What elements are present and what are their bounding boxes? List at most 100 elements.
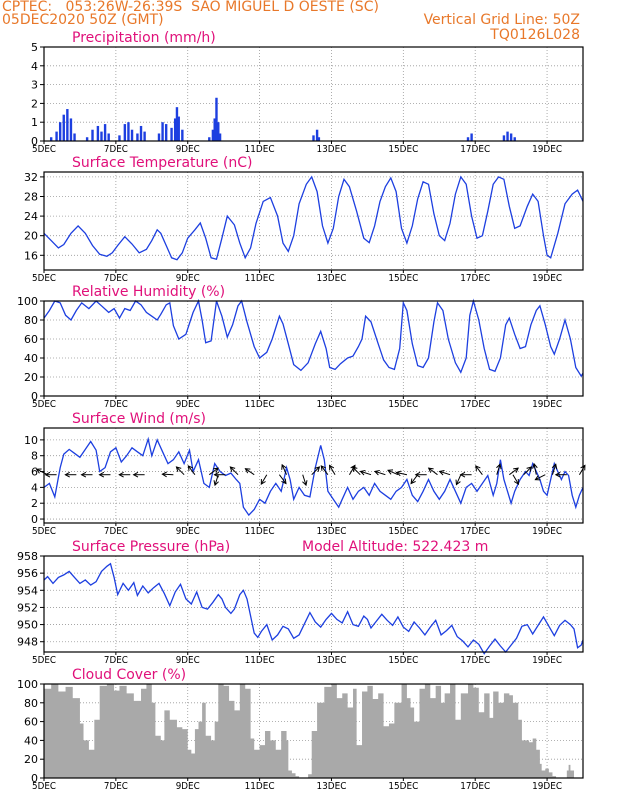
pressure-xtick-label: 9DEC bbox=[176, 655, 200, 666]
cloud-cover-xtick-label: 7DEC bbox=[104, 781, 128, 792]
pressure-ytick-label: 956 bbox=[17, 567, 38, 580]
pressure-title: Surface Pressure (hPa) bbox=[72, 539, 230, 555]
wind-line bbox=[43, 436, 584, 517]
wind-arrow bbox=[410, 474, 419, 484]
wind-ytick-label: 8 bbox=[31, 450, 38, 463]
precipitation-bar bbox=[470, 133, 473, 141]
pressure-xtick-label: 13DEC bbox=[316, 655, 346, 666]
header-model-id: TQ0126L028 bbox=[490, 27, 580, 43]
precipitation-xtick-label: 15DEC bbox=[388, 144, 418, 155]
precipitation-bar bbox=[173, 118, 177, 141]
precipitation-bar bbox=[73, 133, 76, 141]
cloud-cover-ytick-label: 0 bbox=[31, 772, 38, 785]
wind-arrow-head bbox=[359, 469, 366, 476]
temperature-xtick-label: 13DEC bbox=[316, 273, 346, 284]
temperature-xtick-label: 19DEC bbox=[532, 273, 562, 284]
precipitation-bar bbox=[466, 137, 470, 141]
precipitation-bar bbox=[127, 122, 130, 141]
precipitation-bar bbox=[161, 122, 164, 141]
pressure-ytick-label: 948 bbox=[17, 636, 38, 649]
precipitation-ytick-label: 4 bbox=[31, 60, 38, 73]
precipitation-xtick-label: 9DEC bbox=[176, 144, 200, 155]
wind-arrow bbox=[578, 465, 586, 475]
wind-arrow-head bbox=[532, 462, 538, 469]
wind-ytick-label: 0 bbox=[31, 513, 38, 526]
wind-arrow bbox=[311, 466, 320, 476]
pressure-xtick-label: 17DEC bbox=[460, 655, 490, 666]
precipitation-xtick-label: 17DEC bbox=[460, 144, 490, 155]
pressure-panel bbox=[40, 555, 584, 655]
cloud-cover-panel bbox=[40, 683, 584, 781]
wind-arrow bbox=[208, 467, 219, 476]
wind-arrow-head bbox=[118, 471, 124, 478]
wind-arrow-head bbox=[213, 480, 219, 487]
wind-arrow bbox=[533, 463, 537, 475]
precipitation-bar bbox=[136, 133, 139, 141]
wind-arrow-head bbox=[373, 469, 380, 476]
wind-arrow bbox=[187, 465, 196, 476]
wind-title: Surface Wind (m/s) bbox=[72, 411, 206, 427]
precipitation-bar bbox=[317, 137, 321, 141]
wind-xtick-label: 7DEC bbox=[104, 526, 128, 537]
wind-arrow-head bbox=[526, 466, 533, 472]
header-run-time: 05DEC2020 50Z (GMT) bbox=[2, 12, 164, 28]
pressure-xtick-label: 5DEC bbox=[32, 655, 56, 666]
wind-ytick-label: 4 bbox=[31, 481, 38, 494]
precipitation-xtick-label: 13DEC bbox=[316, 144, 346, 155]
wind-arrow bbox=[260, 474, 268, 485]
cloud-cover-area bbox=[44, 684, 583, 778]
wind-arrow bbox=[302, 474, 307, 486]
pressure-xtick-label: 11DEC bbox=[245, 655, 275, 666]
wind-arrow-head bbox=[281, 478, 287, 485]
temperature-xtick-label: 9DEC bbox=[176, 273, 200, 284]
wind-arrow-head bbox=[554, 471, 561, 478]
wind-arrow-head bbox=[513, 479, 519, 485]
humidity-xtick-label: 9DEC bbox=[176, 399, 200, 410]
pressure-xtick-label: 15DEC bbox=[388, 655, 418, 666]
cloud-cover-ytick-label: 60 bbox=[24, 716, 38, 729]
wind-arrow-head bbox=[314, 466, 321, 472]
wind-arrow bbox=[320, 465, 329, 476]
temperature-line bbox=[43, 175, 584, 261]
precipitation-ytick-label: 0 bbox=[31, 135, 38, 148]
wind-arrow bbox=[535, 474, 546, 481]
temperature-ytick-label: 28 bbox=[24, 191, 38, 204]
wind-xtick-label: 17DEC bbox=[460, 526, 490, 537]
wind-arrow-head bbox=[229, 466, 236, 472]
pressure-ytick-label: 952 bbox=[17, 601, 38, 614]
cloud-cover-title: Cloud Cover (%) bbox=[72, 667, 186, 683]
wind-arrow-head bbox=[244, 468, 251, 474]
precipitation-bar bbox=[208, 137, 211, 141]
wind-arrow-head bbox=[187, 465, 194, 471]
cloud-cover-ytick-label: 40 bbox=[24, 734, 38, 747]
wind-ytick-label: 10 bbox=[24, 434, 38, 447]
wind-arrow-head bbox=[175, 466, 182, 472]
precipitation-ytick-label: 5 bbox=[31, 41, 38, 54]
precipitation-bar bbox=[58, 122, 62, 141]
temperature-ytick-label: 16 bbox=[24, 249, 38, 262]
precipitation-bar bbox=[215, 97, 218, 141]
wind-xtick-label: 13DEC bbox=[316, 526, 346, 537]
wind-arrow bbox=[374, 470, 386, 476]
wind-arrow-head bbox=[161, 471, 168, 478]
wind-arrow bbox=[512, 474, 519, 485]
cloud-cover-frame bbox=[43, 683, 584, 779]
wind-ytick-label: 2 bbox=[31, 497, 38, 510]
wind-xtick-label: 11DEC bbox=[245, 526, 275, 537]
humidity-xtick-label: 17DEC bbox=[460, 399, 490, 410]
precipitation-bar bbox=[157, 133, 161, 141]
header-grid-info: Vertical Grid Line: 50Z bbox=[423, 12, 580, 28]
wind-arrow-head bbox=[80, 471, 87, 478]
wind-arrow-head bbox=[329, 464, 335, 471]
precipitation-bar bbox=[177, 116, 180, 141]
wind-xtick-label: 5DEC bbox=[32, 526, 56, 537]
wind-arrow-head bbox=[35, 468, 42, 474]
precipitation-bar bbox=[217, 122, 220, 141]
wind-arrow-head bbox=[496, 463, 502, 470]
wind-arrow-head bbox=[98, 471, 105, 478]
temperature-xtick-label: 15DEC bbox=[388, 273, 418, 284]
precipitation-bar bbox=[211, 129, 215, 141]
wind-arrow bbox=[396, 472, 408, 476]
header-station: CPTEC: 053:26W-26:39S SAO MIGUEL D OESTE… bbox=[2, 0, 379, 15]
cloud-cover-xtick-label: 17DEC bbox=[460, 781, 490, 792]
